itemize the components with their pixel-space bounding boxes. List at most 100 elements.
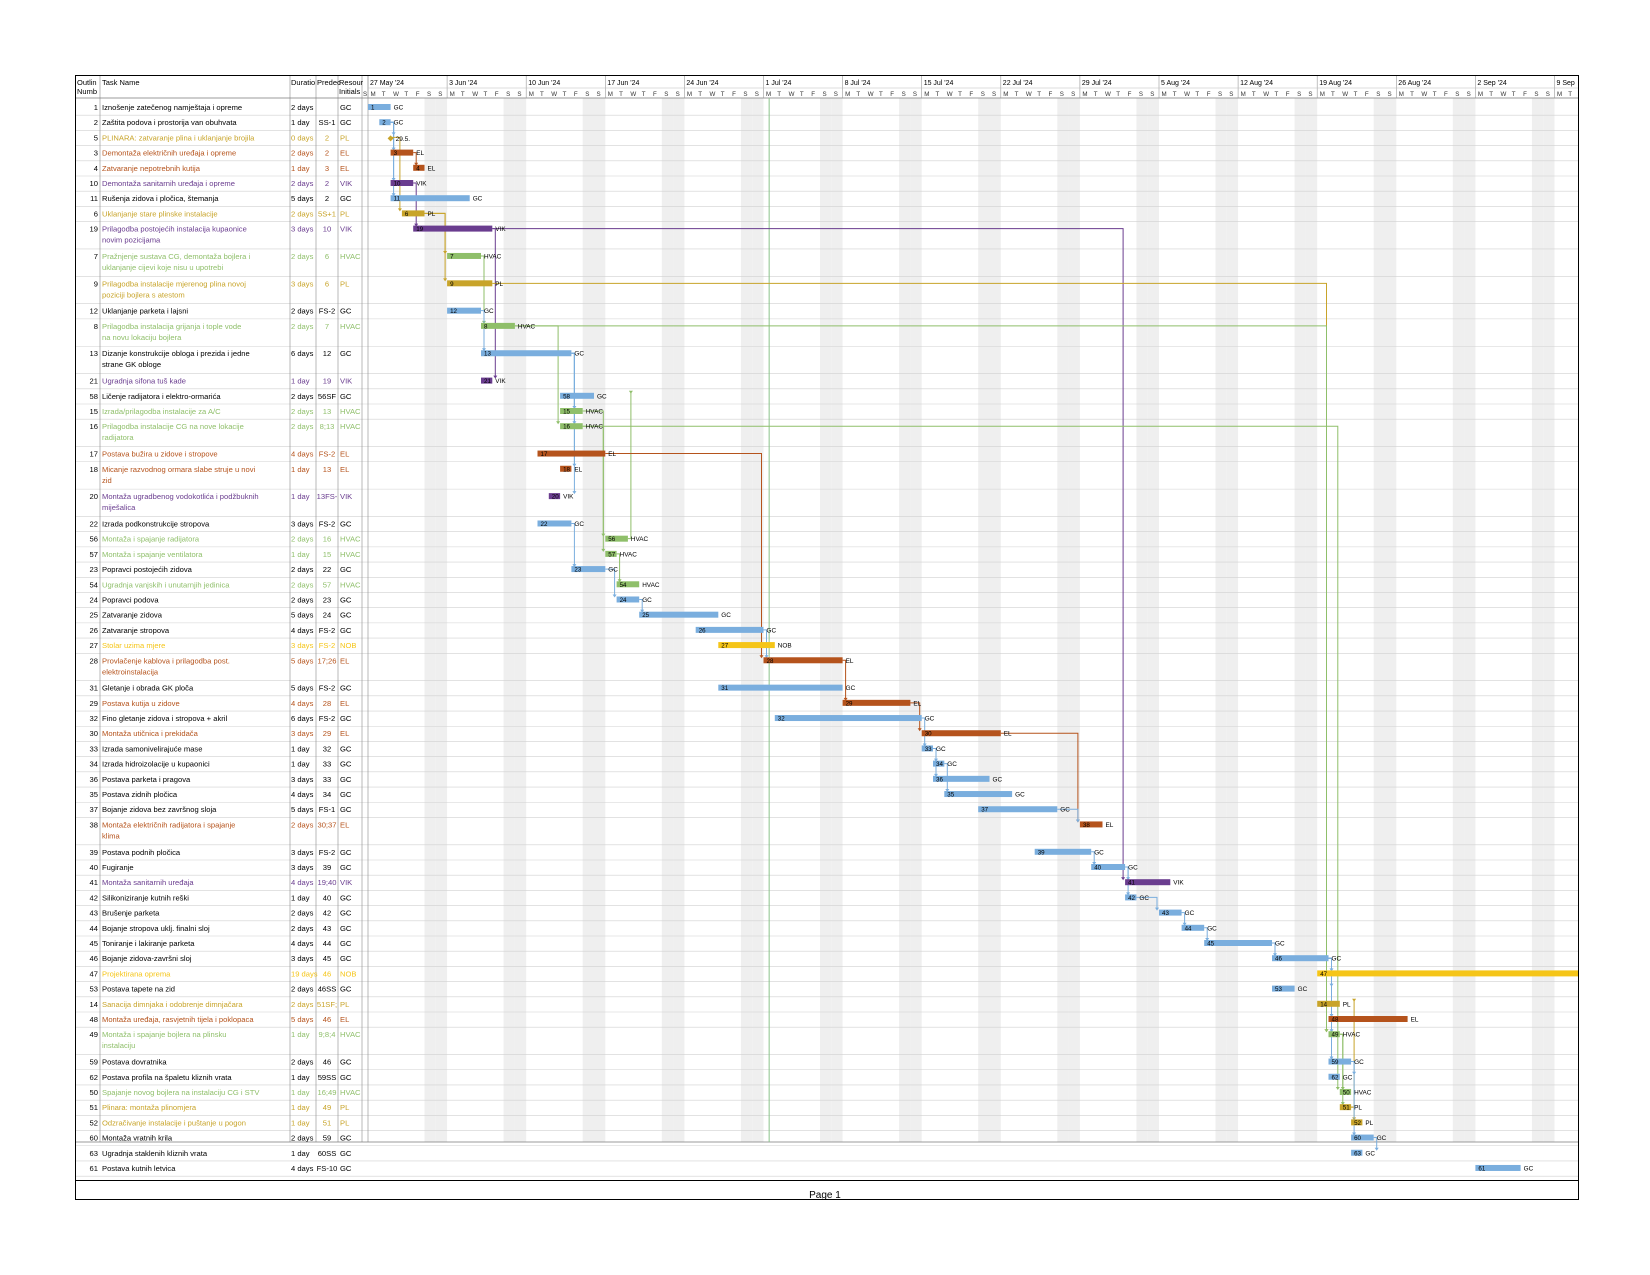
bar-task-number: 28	[767, 658, 774, 665]
task-resource: HVAC	[340, 322, 361, 331]
task-bar	[944, 791, 1013, 798]
bar-task-number: 50	[1343, 1089, 1350, 1096]
task-bar	[921, 745, 933, 752]
bar-resource-label: GC	[597, 393, 607, 400]
dependency-link	[1091, 851, 1095, 863]
task-resource: NOB	[340, 641, 356, 650]
header-task-name: Task Name	[102, 78, 140, 87]
task-outline-number: 20	[90, 492, 98, 501]
bar-task-number: 47	[1320, 971, 1327, 978]
day-letter: W	[1026, 91, 1032, 98]
task-outline-number: 49	[90, 1030, 98, 1039]
task-resource: EL	[340, 450, 349, 459]
task-duration: 2 days	[291, 924, 314, 933]
dependency-link	[413, 182, 417, 225]
dependency-link	[1136, 896, 1158, 909]
bar-task-number: 26	[699, 627, 706, 634]
dependency-arrow	[1324, 1029, 1329, 1033]
bar-resource-label: GC	[1354, 1059, 1364, 1066]
dependency-arrow	[1273, 953, 1277, 957]
day-letter: S	[1071, 91, 1075, 98]
task-name: Montaža uređaja, rasvjetnih tijela i pok…	[102, 1015, 254, 1024]
task-duration: 2 days	[291, 595, 314, 604]
day-letter: T	[1252, 91, 1256, 98]
task-resource: EL	[340, 820, 349, 829]
bar-resource-label: EL	[1411, 1017, 1419, 1024]
day-letter: T	[1275, 91, 1279, 98]
bar-resource-label: EL	[574, 466, 582, 473]
task-bar	[401, 210, 425, 217]
task-name: Postava profila na špaletu kliznih vrata	[102, 1073, 232, 1082]
bar-resource-label: GC	[936, 746, 946, 753]
weekend-shade	[1543, 98, 1555, 1142]
task-bar	[718, 642, 775, 649]
dependency-arrow	[601, 548, 606, 552]
dependency-arrow	[759, 655, 764, 659]
task-outline-number: 19	[90, 225, 98, 234]
task-resource: GC	[340, 349, 352, 358]
bar-resource-label: GC	[1332, 956, 1342, 963]
bar-resource-label: HVAC	[586, 409, 604, 416]
task-bar	[1091, 864, 1126, 870]
task-outline-number: 10	[90, 179, 98, 188]
task-bar	[481, 322, 515, 329]
task-resource: GC	[340, 103, 352, 112]
bar-resource-label: GC	[1524, 1165, 1534, 1172]
bar-task-number: 35	[947, 792, 954, 799]
task-name: Ličenje radijatora i elektro-ormarića	[102, 392, 221, 401]
task-resource: GC	[340, 684, 352, 693]
bar-resource-label: PL	[495, 281, 503, 288]
weekend-shade	[910, 98, 922, 1142]
bar-resource-label: GC	[394, 105, 404, 112]
task-resource: HVAC	[340, 535, 361, 544]
bar-resource-label: EL	[1106, 822, 1114, 829]
task-duration: 1 day	[291, 1149, 310, 1158]
day-letter: W	[630, 91, 636, 98]
task-outline-number: 39	[90, 848, 98, 857]
bar-resource-label: VIK	[495, 378, 506, 385]
task-name: Postava kutija u zidove	[102, 699, 180, 708]
task-resource: GC	[340, 194, 352, 203]
bar-resource-label: HVAC	[518, 323, 536, 330]
task-name: Montaža sanitarnih uređaja	[102, 878, 194, 887]
task-outline-number: 11	[90, 194, 98, 203]
task-predecessors: 45	[323, 954, 331, 963]
task-predecessors: 2	[325, 149, 329, 158]
task-outline-number: 2	[94, 118, 98, 127]
dependency-arrow	[391, 193, 396, 197]
task-resource: VIK	[340, 225, 352, 234]
weekend-shade	[1464, 98, 1476, 1142]
day-letter: T	[382, 91, 386, 98]
bar-task-number: 54	[620, 582, 627, 589]
day-letter: T	[1116, 91, 1120, 98]
task-resource: PL	[340, 1000, 349, 1009]
task-outline-number: 6	[94, 209, 98, 218]
task-outline-number: 63	[90, 1149, 98, 1158]
task-bar	[1204, 940, 1272, 946]
task-predecessors: 34	[323, 790, 331, 799]
day-letter: S	[992, 91, 996, 98]
day-letter: T	[1173, 91, 1177, 98]
task-bar	[842, 699, 911, 706]
bar-resource-label: GC	[947, 761, 957, 768]
task-resource: GC	[340, 392, 352, 401]
dependency-link	[605, 568, 616, 596]
day-letter: F	[1286, 91, 1290, 98]
task-predecessors: FS-2	[319, 626, 335, 635]
day-letter: S	[834, 91, 838, 98]
task-bar	[560, 408, 583, 414]
task-bar	[933, 760, 945, 767]
day-letter: W	[1501, 91, 1507, 98]
task-name: Toniranje i lakiranje parketa	[102, 939, 195, 948]
task-bar	[1159, 909, 1182, 916]
task-duration: 3 days	[291, 863, 314, 872]
task-duration: 1 day	[291, 760, 310, 769]
day-letter: W	[1105, 91, 1111, 98]
task-bar	[1272, 985, 1295, 992]
dependency-arrow	[1374, 1147, 1379, 1151]
task-duration: 2 days	[291, 535, 314, 544]
bar-task-number: 6	[405, 211, 409, 218]
bar-task-number: 41	[1128, 880, 1135, 887]
task-bar	[605, 550, 617, 557]
task-bar	[1125, 894, 1137, 901]
